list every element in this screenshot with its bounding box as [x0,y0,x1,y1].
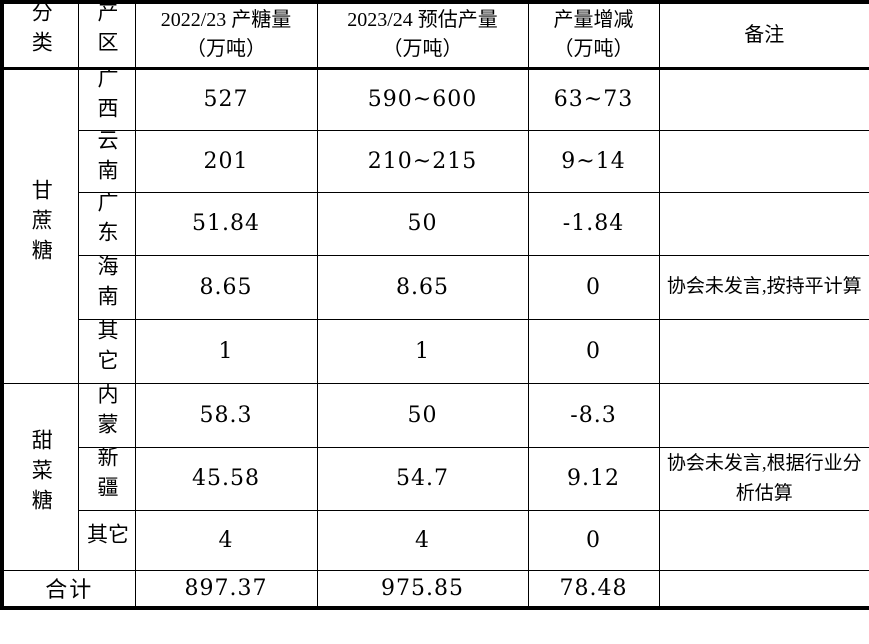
region-cell: 新疆 [77,446,136,511]
header-production-change: 产量增减 （万吨） [527,1,660,70]
table-row: 其它 1 1 0 [2,318,869,384]
table-row: 甘蔗糖 广西 527 590~600 63~73 [1,67,869,384]
value-2022-cell: 45.58 [134,446,318,511]
category-cell-cane-sugar: 甘蔗糖 [1,67,79,384]
table-row: 新疆 45.58 54.7 9.12 协会未发言,根据行业分析估算 [2,446,869,511]
value-2023-cell: 4 [316,509,529,571]
region-cell: 云南 [77,129,136,193]
value-2023-cell: 210~215 [316,129,529,193]
total-2023-cell: 975.85 [316,569,529,609]
table-header-row: 分类 产区 2022/23 产糖量 （万吨） 2023/24 预估产量 （万吨）… [1,1,869,70]
header-remark: 备注 [658,1,869,70]
value-2022-cell: 201 [134,129,318,193]
total-label-cell: 合计 [1,569,136,609]
remark-cell [658,509,869,571]
value-2022-cell: 527 [134,67,318,131]
value-2022-cell: 8.65 [134,254,318,320]
category-cane-label: 甘蔗糖 [29,178,54,269]
remark-cell [658,318,869,384]
value-2022-cell: 51.84 [134,191,318,256]
value-2022-cell: 1 [134,318,318,384]
region-cell: 内蒙 [77,382,136,448]
table-row: 云南 201 210~215 9~14 [2,129,869,193]
region-cell: 广西 [77,67,136,131]
header-region: 产区 [77,1,136,70]
total-row: 合计 897.37 975.85 78.48 [1,569,869,609]
remark-cell [658,67,869,131]
region-cell: 广东 [77,191,136,256]
total-remark-cell [658,569,869,609]
header-category: 分类 [1,1,79,70]
value-2023-cell: 590~600 [316,67,529,131]
remark-cell: 协会未发言,根据行业分析估算 [658,446,869,511]
change-cell: 0 [527,509,660,571]
header-2023-estimate: 2023/24 预估产量 （万吨） [316,1,529,70]
region-cell: 其它 [77,509,136,571]
remark-cell: 协会未发言,按持平计算 [658,254,869,320]
header-2022-production: 2022/23 产糖量 （万吨） [134,1,318,70]
value-2023-cell: 1 [316,318,529,384]
change-cell: -1.84 [527,191,660,256]
category-beet-label: 甜菜糖 [29,429,54,519]
change-cell: 9~14 [527,129,660,193]
value-2022-cell: 4 [134,509,318,571]
remark-cell [658,191,869,256]
total-change-cell: 78.48 [527,569,660,609]
region-cell: 海南 [77,254,136,320]
header-category-label: 分类 [29,2,54,61]
header-region-label: 产区 [95,2,119,61]
change-cell: -8.3 [527,382,660,448]
value-2023-cell: 50 [316,191,529,256]
change-cell: 0 [527,254,660,320]
change-cell: 63~73 [527,67,660,131]
value-2023-cell: 8.65 [316,254,529,320]
value-2022-cell: 58.3 [134,382,318,448]
table-row: 其它 4 4 0 [2,509,869,571]
table-row: 甜菜糖 内蒙 58.3 50 -8.3 [1,382,869,571]
table-row: 广东 51.84 50 -1.84 [2,191,869,256]
table-row: 海南 8.65 8.65 0 协会未发言,按持平计算 [2,254,869,320]
remark-cell [658,129,869,193]
value-2023-cell: 54.7 [316,446,529,511]
change-cell: 9.12 [527,446,660,511]
sugar-production-table: 分类 产区 2022/23 产糖量 （万吨） 2023/24 预估产量 （万吨）… [0,0,869,610]
category-cell-beet-sugar: 甜菜糖 [1,382,79,571]
value-2023-cell: 50 [316,382,529,448]
region-cell: 其它 [77,318,136,384]
change-cell: 0 [527,318,660,384]
total-2022-cell: 897.37 [134,569,318,609]
remark-cell [658,382,869,448]
